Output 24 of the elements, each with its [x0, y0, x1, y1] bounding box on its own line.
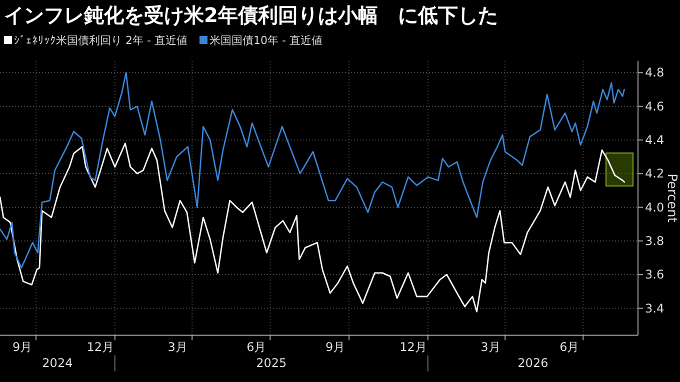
text: 2024	[42, 356, 73, 370]
line-series	[0, 72, 625, 269]
y-tick-label: 3.8	[645, 234, 664, 248]
y-tick-label: 3.6	[645, 268, 664, 282]
x-tick-label: 9月	[325, 340, 346, 354]
legend-label: 米国国債10年 - 直近値	[209, 34, 322, 47]
x-tick-label: 3月	[480, 340, 500, 354]
text: 2026	[518, 356, 548, 370]
y-tick-label: 4.2	[645, 166, 664, 181]
chart-title: インフレ鈍化を受け米2年債利回りは小幅 に低下した	[4, 3, 498, 27]
y-tick-label: 4.0	[645, 200, 664, 214]
x-tick-label: 12月	[400, 340, 427, 354]
x-tick-label: 12月	[86, 340, 114, 354]
legend-label: ｼﾞｪﾈﾘｯｸ米国債利回り 2年 - 直近値	[14, 34, 188, 47]
text: 2025	[256, 356, 287, 370]
x-tick-label: 9月	[12, 340, 32, 354]
x-tick-label: 6月	[560, 340, 580, 354]
x-tick-label: 6月	[246, 340, 266, 354]
y-tick-label: 3.4	[645, 301, 664, 316]
y-axis-title: Percent	[664, 174, 679, 223]
y-tick-label: 4.6	[645, 99, 664, 114]
x-tick-label: 3月	[168, 340, 188, 354]
y-tick-label: 4.8	[645, 66, 664, 80]
y-tick-label: 4.4	[645, 132, 664, 147]
